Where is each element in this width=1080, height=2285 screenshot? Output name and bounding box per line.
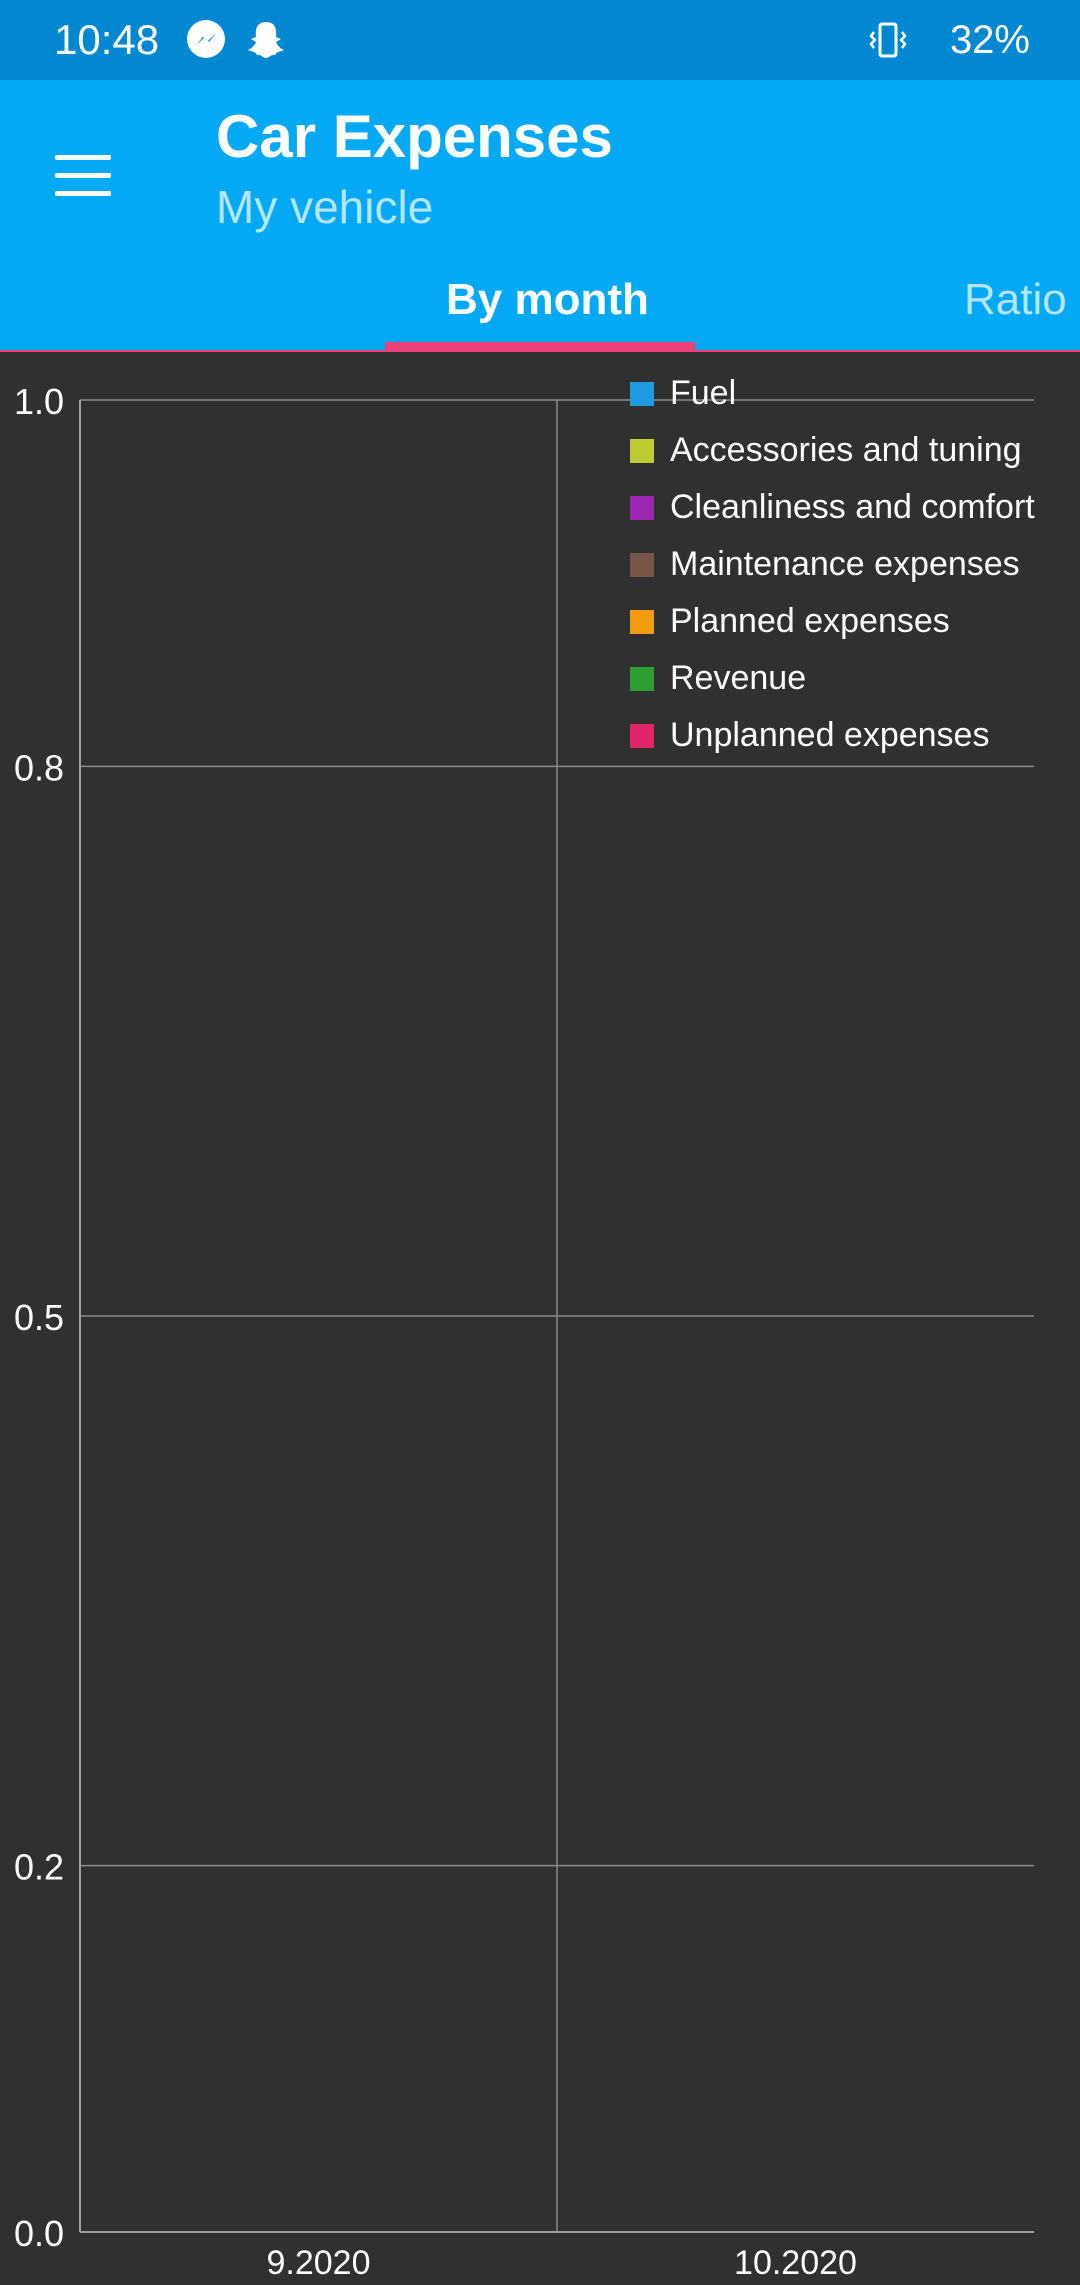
vibrate-icon [869, 22, 907, 58]
legend-swatch [630, 724, 654, 748]
messenger-icon [187, 20, 225, 58]
x-tick-label: 9.2020 [267, 2244, 371, 2280]
legend-label: Planned expenses [670, 602, 950, 640]
legend-label: Revenue [670, 659, 806, 697]
x-tick-label: 10.2020 [734, 2244, 857, 2280]
legend-swatch [630, 610, 654, 634]
status-bar: 10:48 32% [0, 0, 1080, 80]
y-tick-label: 0.8 [14, 747, 64, 788]
legend-label: Fuel [670, 374, 736, 412]
legend-label: Cleanliness and comfort [670, 488, 1035, 526]
legend-label: Unplanned expenses [670, 716, 989, 754]
legend-label: Maintenance expenses [670, 545, 1020, 583]
legend-label: Accessories and tuning [670, 431, 1022, 469]
app-bar: Car Expenses My vehicle By month Ratio [0, 80, 1080, 352]
y-tick-label: 1.0 [14, 381, 64, 422]
tab-ratio[interactable]: Ratio [964, 275, 1067, 324]
battery-level: 32% [949, 18, 1030, 62]
menu-icon [55, 155, 111, 160]
status-time: 10:48 [54, 16, 160, 63]
tab-indicator [385, 342, 695, 352]
legend-swatch [630, 382, 654, 406]
chart-svg: 1.0 0.8 0.5 0.2 0.0 9.2020 10.2020 Fuel Accessor… [14, 374, 1035, 2282]
snapchat-icon [248, 22, 284, 58]
legend-swatch [630, 496, 654, 520]
legend-swatch [630, 439, 654, 463]
vehicle-subtitle[interactable]: My vehicle [216, 181, 434, 233]
app-title: Car Expenses [216, 103, 613, 170]
y-tick-label: 0.2 [14, 1847, 64, 1888]
tab-divider [0, 350, 1080, 352]
legend-swatch [630, 553, 654, 577]
legend-swatch [630, 667, 654, 691]
expense-chart: 1.0 0.8 0.5 0.2 0.0 9.2020 10.2020 Fuel Accessor… [0, 352, 1080, 2282]
menu-button[interactable] [30, 120, 140, 230]
y-tick-label: 0.5 [14, 1297, 64, 1338]
tab-by-month[interactable]: By month [446, 275, 649, 324]
y-tick-label: 0.0 [14, 2213, 64, 2254]
